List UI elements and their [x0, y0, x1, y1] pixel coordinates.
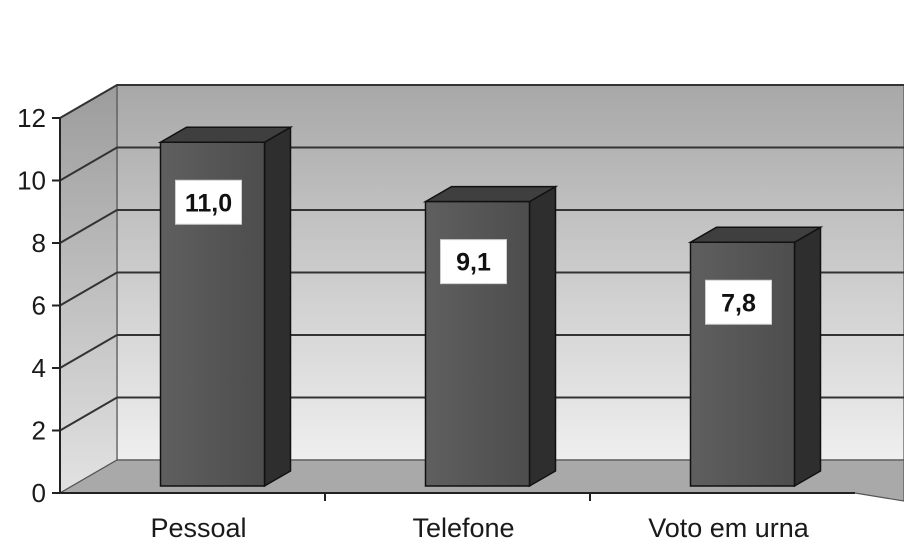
y-tick-label: 12 — [17, 103, 46, 133]
y-tick-label: 2 — [32, 416, 46, 446]
value-label: 9,1 — [456, 249, 491, 277]
y-tick-labels: 0 2 4 6 8 10 12 — [17, 103, 46, 508]
y-axis — [52, 117, 855, 501]
bar: 11,0 — [157, 125, 294, 488]
gridline — [59, 271, 904, 307]
category-label: Pessoal — [150, 513, 246, 542]
category-label: Voto em urna — [648, 513, 810, 542]
gridline — [59, 209, 904, 244]
gridline — [59, 396, 904, 432]
value-label: 11,0 — [185, 189, 232, 217]
value-label-box — [440, 239, 507, 285]
y-tick-label: 4 — [32, 353, 46, 383]
category-label: Telefone — [412, 513, 514, 542]
y-tick-label: 8 — [32, 228, 46, 258]
y-tick-label: 0 — [32, 478, 46, 508]
bar-side — [528, 185, 557, 488]
category-labels: Pessoal Telefone Voto em urna — [150, 513, 809, 542]
gridline — [59, 84, 904, 119]
gridlines — [59, 84, 904, 432]
gridline — [59, 334, 904, 369]
value-label-box — [705, 279, 772, 325]
value-label: 7,8 — [721, 289, 756, 317]
bar-side — [793, 225, 822, 488]
y-tick-label: 6 — [32, 291, 46, 321]
bar: 7,8 — [687, 225, 824, 488]
bar-side — [263, 125, 292, 488]
gridline — [59, 146, 904, 182]
bar: 9,1 — [422, 185, 559, 488]
y-tick-label: 10 — [17, 166, 46, 196]
value-label-box — [175, 179, 242, 225]
bar-front — [689, 241, 796, 487]
bars: 11,0 9,1 7,8 — [157, 125, 824, 488]
